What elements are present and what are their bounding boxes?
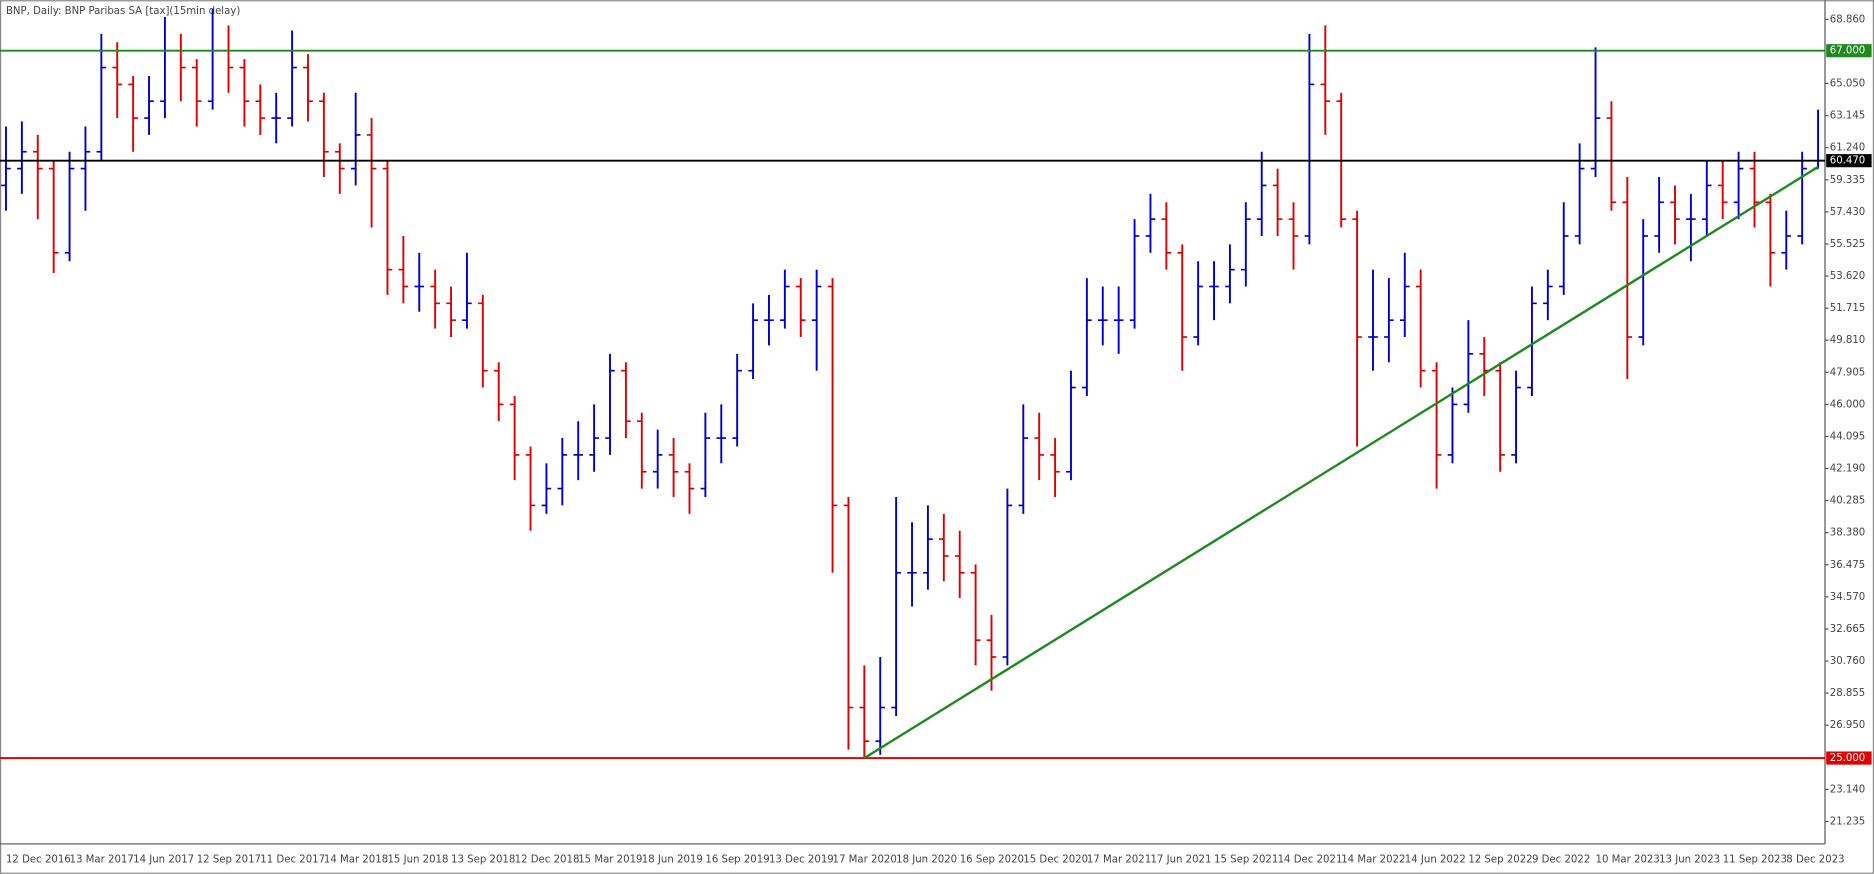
y-tick-label: 47.905 <box>1830 367 1865 378</box>
x-tick-label: 13 Jun 2023 <box>1659 854 1720 865</box>
y-tick-label: 63.145 <box>1830 111 1865 122</box>
y-tick-label: 44.095 <box>1830 431 1865 442</box>
x-tick-label: 12 Dec 2016 <box>6 854 71 865</box>
y-tick-label: 28.855 <box>1830 688 1865 699</box>
x-tick-label: 10 Mar 2023 <box>1596 854 1660 865</box>
x-tick-label: 14 Jun 2022 <box>1405 854 1466 865</box>
y-tick-label: 38.380 <box>1830 528 1865 539</box>
y-tick-label: 51.715 <box>1830 303 1865 314</box>
x-tick-label: 12 Sep 2017 <box>197 854 261 865</box>
x-tick-label: 11 Sep 2023 <box>1723 854 1787 865</box>
y-tick-label: 34.570 <box>1830 592 1865 603</box>
level-label: 25.000 <box>1830 753 1865 764</box>
x-tick-label: 16 Sep 2020 <box>960 854 1024 865</box>
x-tick-label: 15 Dec 2020 <box>1023 854 1088 865</box>
x-tick-label: 15 Mar 2019 <box>578 854 642 865</box>
y-tick-label: 23.140 <box>1830 784 1865 795</box>
y-tick-label: 42.190 <box>1830 464 1865 475</box>
y-tick-label: 65.050 <box>1830 79 1865 90</box>
y-tick-label: 40.285 <box>1830 496 1865 507</box>
y-tick-label: 46.000 <box>1830 399 1865 410</box>
y-tick-label: 55.525 <box>1830 239 1865 250</box>
y-tick-label: 59.335 <box>1830 175 1865 186</box>
y-tick-label: 30.760 <box>1830 656 1865 667</box>
x-tick-label: 12 Dec 2018 <box>515 854 580 865</box>
x-tick-label: 15 Sep 2021 <box>1214 854 1278 865</box>
y-tick-label: 57.430 <box>1830 207 1865 218</box>
x-tick-label: 15 Jun 2018 <box>387 854 448 865</box>
y-tick-label: 53.620 <box>1830 271 1865 282</box>
level-label-box <box>1826 44 1872 58</box>
x-tick-label: 13 Sep 2018 <box>451 854 515 865</box>
x-tick-label: 17 Jun 2021 <box>1150 854 1211 865</box>
x-tick-label: 12 Sep 2022 <box>1468 854 1532 865</box>
y-tick-label: 26.950 <box>1830 720 1865 731</box>
x-tick-label: 17 Mar 2021 <box>1087 854 1151 865</box>
x-tick-label: 9 Dec 2022 <box>1532 854 1590 865</box>
trendline <box>863 165 1819 760</box>
y-tick-label: 61.240 <box>1830 143 1865 154</box>
y-tick-label: 32.665 <box>1830 624 1865 635</box>
x-tick-label: 18 Jun 2020 <box>896 854 957 865</box>
chart-title: BNP, Daily: BNP Paribas SA [tax](15min d… <box>6 6 240 17</box>
x-tick-label: 17 Mar 2020 <box>833 854 897 865</box>
y-tick-label: 68.860 <box>1830 14 1865 25</box>
level-label: 60.470 <box>1830 156 1865 167</box>
x-tick-label: 14 Dec 2021 <box>1278 854 1343 865</box>
x-tick-label: 14 Mar 2022 <box>1341 854 1405 865</box>
x-tick-label: 14 Jun 2017 <box>133 854 194 865</box>
x-tick-label: 13 Dec 2019 <box>769 854 834 865</box>
x-tick-label: 13 Mar 2017 <box>70 854 134 865</box>
level-label-box <box>1826 751 1872 765</box>
y-tick-label: 21.235 <box>1830 816 1865 827</box>
x-tick-label: 18 Jun 2019 <box>642 854 703 865</box>
level-label: 67.000 <box>1830 46 1865 57</box>
level-label-box <box>1826 154 1872 168</box>
x-tick-label: 14 Mar 2018 <box>324 854 388 865</box>
y-tick-label: 36.475 <box>1830 560 1865 571</box>
y-tick-label: 49.810 <box>1830 335 1865 346</box>
x-tick-label: 11 Dec 2017 <box>260 854 325 865</box>
x-tick-label: 8 Dec 2023 <box>1786 854 1844 865</box>
x-tick-label: 16 Sep 2019 <box>705 854 769 865</box>
